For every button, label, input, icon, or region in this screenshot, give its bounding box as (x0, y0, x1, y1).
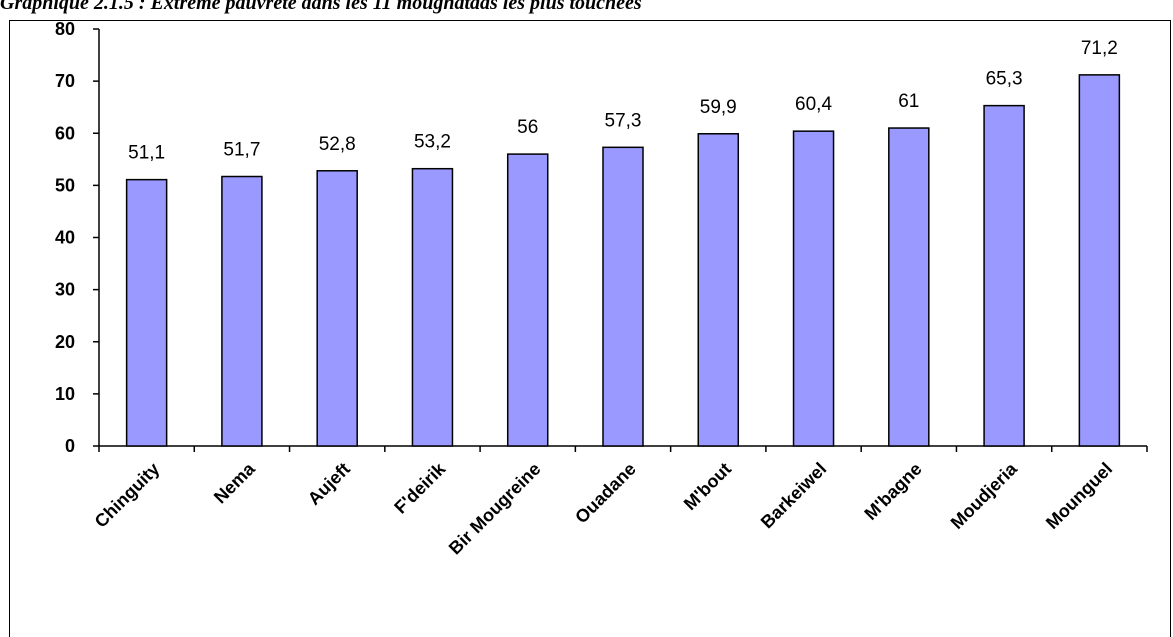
category-label: Aujeft (304, 459, 354, 509)
y-tick-label: 30 (55, 280, 75, 300)
data-label: 51,7 (223, 140, 260, 161)
category-label: Mounguel (1042, 459, 1116, 533)
bar (411, 167, 454, 447)
category-label: M'bout (680, 459, 735, 514)
category-label: Bir Mougreine (445, 459, 545, 559)
bar (602, 146, 644, 447)
data-label: 61 (898, 91, 919, 112)
data-label: 53,2 (414, 132, 451, 153)
data-label: 56 (517, 117, 538, 138)
data-label: 52,8 (319, 134, 356, 155)
chart-bars (125, 74, 1121, 447)
y-tick-label: 10 (55, 384, 75, 404)
category-label: Nema (210, 458, 260, 508)
bar (697, 133, 740, 447)
bar (506, 153, 549, 447)
y-tick-label: 60 (55, 123, 75, 143)
y-tick-label: 80 (55, 19, 75, 39)
category-label: Barkeiwel (757, 459, 831, 533)
category-label: Ouadane (571, 459, 640, 528)
chart-frame (9, 20, 1171, 637)
bar (125, 178, 168, 447)
bar (1078, 74, 1121, 447)
chart-axes: 0 10 20 30 40 50 60 70 80 (55, 19, 1148, 456)
category-label: Moudjeria (947, 458, 1022, 533)
data-label: 60,4 (795, 94, 832, 115)
y-tick-label: 40 (55, 228, 75, 248)
y-tick-label: 50 (55, 175, 75, 195)
chart-title: Graphique 2.1.5 : Extrême pauvreté dans … (0, 0, 642, 14)
category-label: M'bagne (860, 459, 925, 524)
data-label: 65,3 (986, 69, 1023, 90)
bar (983, 104, 1025, 447)
data-label: 51,1 (128, 143, 165, 164)
y-tick-label: 70 (55, 71, 75, 91)
y-tick-label: 20 (55, 332, 75, 352)
data-label: 59,9 (700, 97, 737, 118)
bar (316, 170, 358, 447)
y-tick-label: 0 (65, 436, 75, 456)
bar (221, 175, 263, 447)
bar (888, 127, 930, 447)
data-label: 57,3 (605, 110, 642, 131)
category-label: Chinguity (91, 459, 164, 532)
category-label: F'deirik (390, 458, 450, 518)
bar (792, 130, 835, 447)
data-label: 71,2 (1081, 38, 1118, 59)
